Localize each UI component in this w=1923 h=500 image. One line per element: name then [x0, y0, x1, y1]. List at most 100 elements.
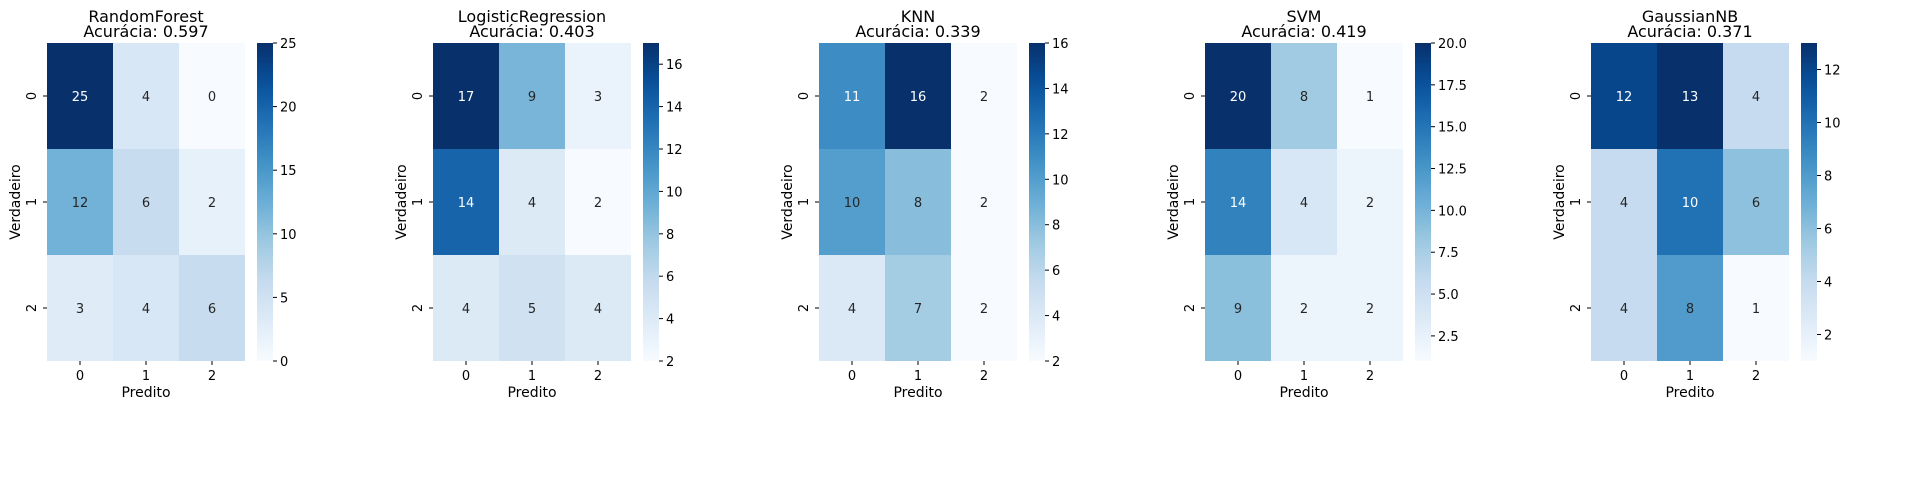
colorbar	[1415, 43, 1431, 361]
y-tick-label: 0	[1183, 92, 1198, 100]
cell-value-label: 11	[844, 90, 861, 105]
heatmap-cell	[47, 43, 113, 149]
x-tick-label: 2	[1752, 369, 1760, 384]
colorbar-tick-label: 2	[1824, 329, 1832, 344]
cell-value-label: 9	[1234, 302, 1242, 317]
heatmap-cell	[1205, 255, 1271, 361]
cell-value-label: 25	[72, 90, 89, 105]
heatmap-cell	[1723, 149, 1789, 255]
cell-value-label: 16	[910, 90, 927, 105]
heatmap-cell	[885, 43, 951, 149]
cell-value-label: 4	[142, 90, 150, 105]
colorbar-tick-label: 5	[280, 291, 288, 306]
heatmap-cell	[1205, 149, 1271, 255]
heatmap-cell	[1337, 149, 1403, 255]
colorbar-tick-label: 8	[666, 228, 674, 243]
colorbar	[1029, 43, 1045, 361]
heatmap-cell	[179, 149, 245, 255]
cell-value-label: 6	[142, 196, 150, 211]
heatmap-cell	[113, 43, 179, 149]
heatmap-cell	[499, 149, 565, 255]
x-axis-label: Predito	[893, 385, 942, 401]
colorbar-tick-label: 8	[1052, 219, 1060, 234]
colorbar-tick-label: 4	[1052, 310, 1060, 325]
y-axis-label: Verdadeiro	[394, 164, 410, 239]
heatmap-cell	[179, 43, 245, 149]
chart-title: SVM	[1287, 7, 1322, 26]
y-tick-label: 2	[1183, 304, 1198, 312]
cell-value-label: 4	[594, 302, 602, 317]
cell-value-label: 9	[528, 90, 536, 105]
colorbar-tick-label: 12.5	[1438, 163, 1467, 178]
x-tick-label: 2	[208, 369, 216, 384]
heatmap-cell	[951, 255, 1017, 361]
heatmap-cell	[179, 255, 245, 361]
colorbar-tick-label: 16	[1052, 37, 1069, 52]
colorbar-tick-label: 12	[666, 143, 683, 158]
y-tick-label: 2	[411, 304, 426, 312]
cell-value-label: 2	[1300, 302, 1308, 317]
cell-value-label: 2	[1366, 196, 1374, 211]
cell-value-label: 4	[1300, 196, 1308, 211]
heatmap-cell	[1723, 255, 1789, 361]
colorbar-tick-label: 10	[280, 228, 297, 243]
y-tick-label: 0	[1569, 92, 1584, 100]
heatmap-cell	[819, 43, 885, 149]
colorbar-tick-label: 10	[1052, 173, 1069, 188]
cell-value-label: 2	[1366, 302, 1374, 317]
y-tick-label: 0	[25, 92, 40, 100]
heatmap-cell	[1591, 43, 1657, 149]
colorbar-tick-label: 20	[280, 101, 297, 116]
cell-value-label: 3	[76, 302, 84, 317]
x-axis-label: Predito	[1665, 385, 1714, 401]
x-tick-label: 1	[1686, 369, 1694, 384]
y-axis-label: Verdadeiro	[780, 164, 796, 239]
colorbar-tick-label: 4	[1824, 276, 1832, 291]
heatmap-cell	[1271, 255, 1337, 361]
heatmap-cell	[1723, 43, 1789, 149]
x-tick-label: 1	[142, 369, 150, 384]
chart-title: GaussianNB	[1642, 7, 1738, 26]
cell-value-label: 4	[1752, 90, 1760, 105]
colorbar-tick-label: 17.5	[1438, 79, 1467, 94]
cell-value-label: 2	[208, 196, 216, 211]
heatmap-cell	[499, 255, 565, 361]
cell-value-label: 2	[594, 196, 602, 211]
y-axis-label: Verdadeiro	[8, 164, 24, 239]
colorbar-tick-label: 6	[666, 270, 674, 285]
colorbar-tick-label: 10	[666, 185, 683, 200]
heatmap-cell	[1657, 149, 1723, 255]
heatmap-cell	[1591, 149, 1657, 255]
colorbar-tick-label: 25	[280, 37, 297, 52]
cell-value-label: 2	[980, 196, 988, 211]
cell-value-label: 4	[1620, 302, 1628, 317]
y-axis-label: Verdadeiro	[1166, 164, 1182, 239]
colorbar-tick-label: 15.0	[1438, 121, 1467, 136]
cell-value-label: 0	[208, 90, 216, 105]
chart-subtitle: Acurácia: 0.597	[83, 22, 208, 41]
heatmap-cell	[1337, 43, 1403, 149]
heatmap-cell	[565, 43, 631, 149]
colorbar	[1801, 43, 1817, 361]
colorbar-tick-label: 8	[1824, 170, 1832, 185]
cell-value-label: 6	[1752, 196, 1760, 211]
heatmap-cell	[1337, 255, 1403, 361]
heatmap-cell	[819, 255, 885, 361]
y-tick-label: 1	[25, 198, 40, 206]
cell-value-label: 14	[1230, 196, 1247, 211]
cell-value-label: 14	[458, 196, 475, 211]
chart-title: KNN	[901, 7, 935, 26]
cell-value-label: 17	[458, 90, 475, 105]
heatmap-cell	[1591, 255, 1657, 361]
cell-value-label: 4	[142, 302, 150, 317]
cell-value-label: 12	[72, 196, 89, 211]
y-tick-label: 2	[797, 304, 812, 312]
x-tick-label: 1	[1300, 369, 1308, 384]
colorbar-tick-label: 15	[280, 164, 297, 179]
cell-value-label: 8	[914, 196, 922, 211]
chart-title: LogisticRegression	[458, 7, 606, 26]
heatmap-cell	[433, 43, 499, 149]
